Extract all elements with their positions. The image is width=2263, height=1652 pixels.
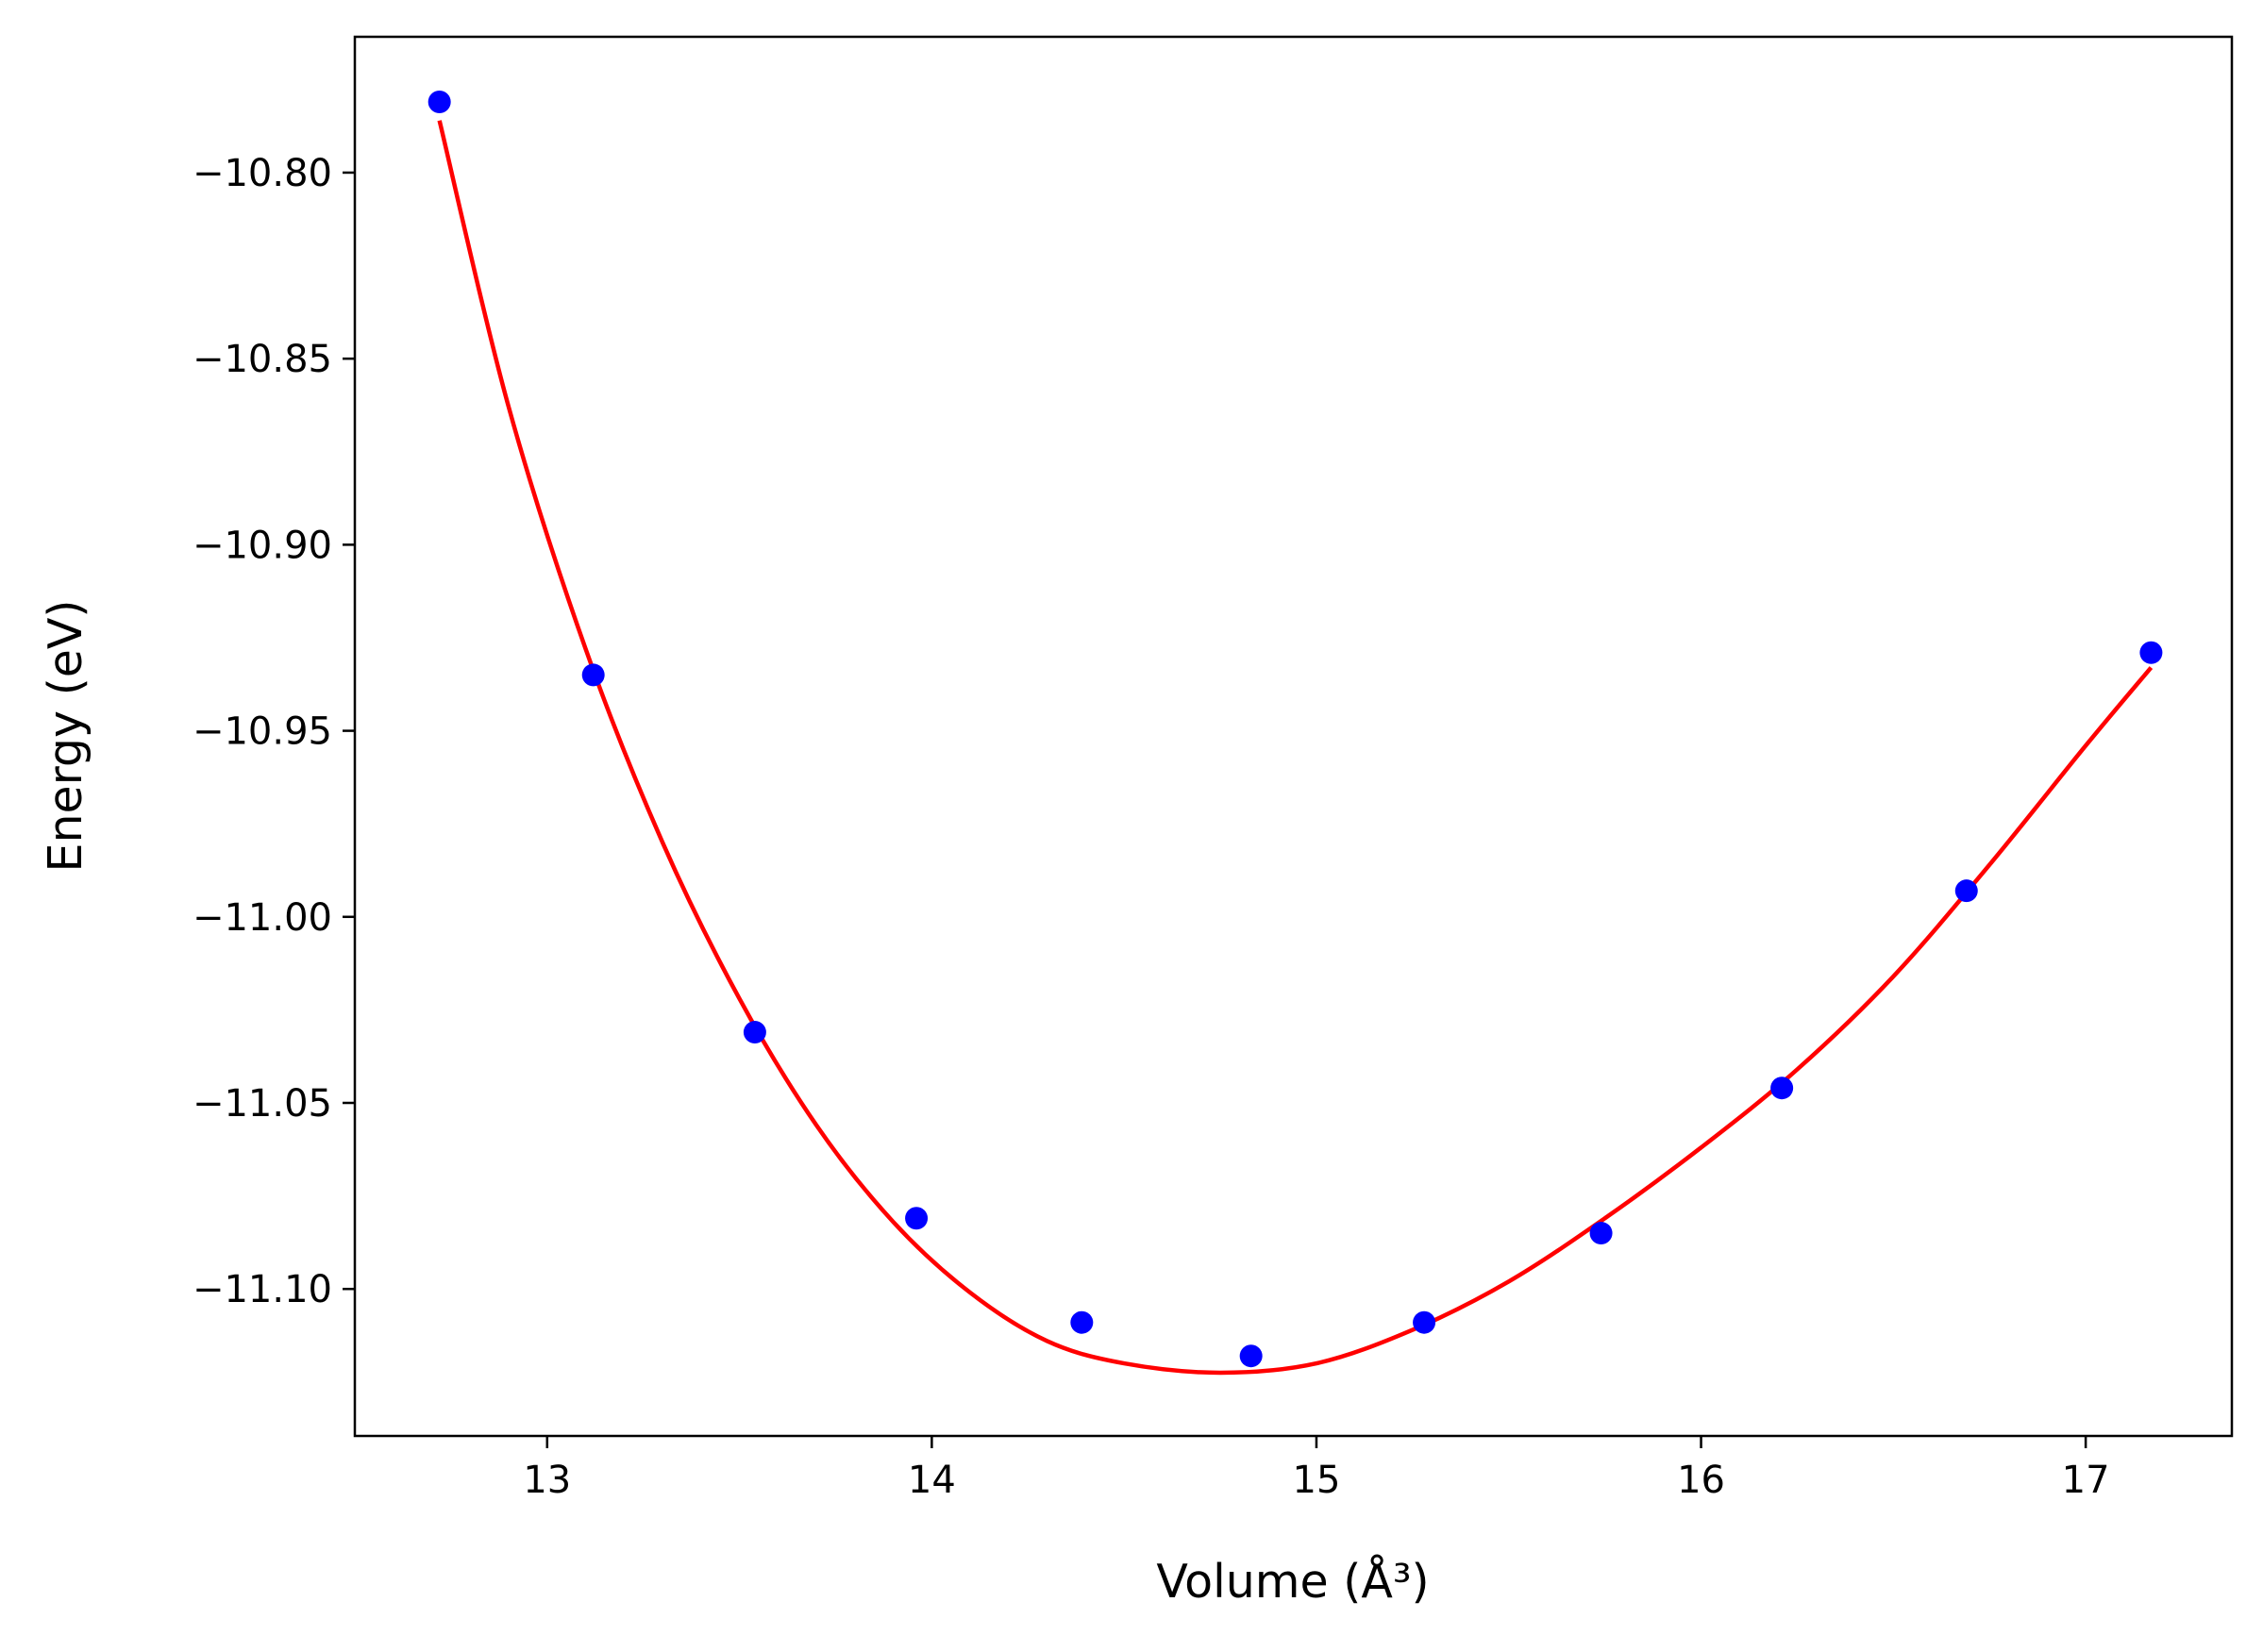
y-axis-label: Energy (eV) <box>39 599 92 872</box>
data-point <box>1589 1222 1613 1245</box>
plot-area <box>355 37 2232 1436</box>
data-point <box>905 1207 929 1230</box>
x-tick-label: 14 <box>908 1459 956 1502</box>
data-point <box>1413 1310 1436 1334</box>
y-axis-ticks: −10.80 −10.85 −10.90 −10.95 −11.00 −11.05 −11.… <box>193 152 355 1311</box>
x-tick-label: 15 <box>1293 1459 1341 1502</box>
data-point <box>1954 879 1978 903</box>
y-tick-label: −11.10 <box>193 1268 332 1311</box>
plot-frame <box>353 35 2234 1438</box>
x-tick-label: 17 <box>2062 1459 2110 1502</box>
x-axis-ticks: 13 14 15 16 17 <box>523 1436 2110 1502</box>
data-point <box>581 663 605 687</box>
data-point <box>743 1021 766 1044</box>
y-tick-label: −10.95 <box>193 710 332 754</box>
fit-curve <box>437 120 2154 1376</box>
y-tick-label: −11.00 <box>193 896 332 940</box>
data-point <box>2139 641 2163 664</box>
y-tick-label: −11.05 <box>193 1082 332 1126</box>
y-tick-label: −10.90 <box>193 524 332 567</box>
y-tick-label: −10.80 <box>193 152 332 195</box>
data-point <box>1070 1310 1094 1334</box>
y-tick-label: −10.85 <box>193 338 332 381</box>
x-axis-label: Volume (Å³) <box>1156 1553 1429 1609</box>
data-point <box>427 91 451 114</box>
data-point <box>1770 1076 1794 1100</box>
fit-curve-layer <box>437 120 2154 1376</box>
data-points-layer <box>427 91 2163 1368</box>
data-point <box>1239 1344 1263 1368</box>
x-tick-label: 13 <box>523 1459 571 1502</box>
x-tick-label: 16 <box>1677 1459 1725 1502</box>
